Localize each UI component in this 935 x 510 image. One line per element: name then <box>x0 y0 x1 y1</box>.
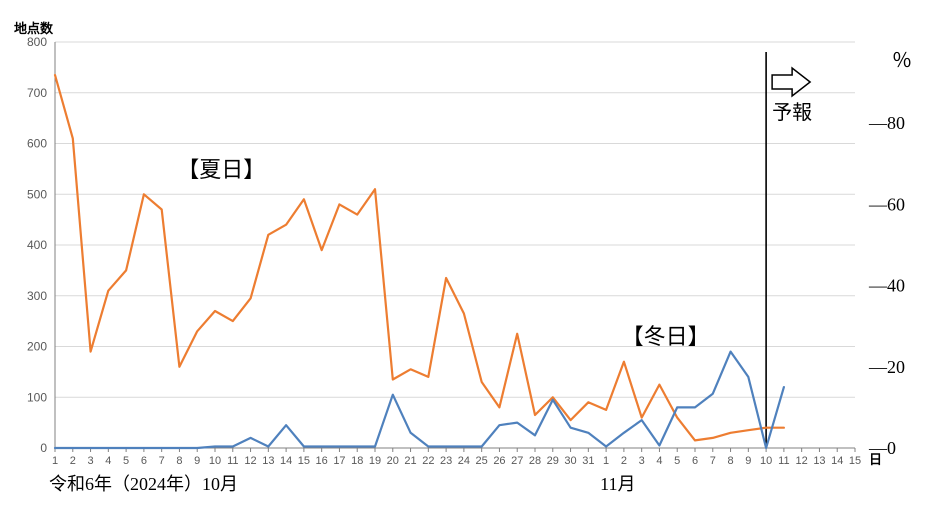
svg-text:26: 26 <box>493 455 505 467</box>
svg-text:15: 15 <box>849 455 861 467</box>
svg-text:12: 12 <box>244 455 256 467</box>
forecast-label: 予報 <box>772 96 812 125</box>
svg-text:4: 4 <box>656 455 662 467</box>
svg-text:―60: ―60 <box>868 194 905 214</box>
svg-text:24: 24 <box>458 455 470 467</box>
svg-text:9: 9 <box>745 455 751 467</box>
y-left-axis-title: 地点数 <box>14 18 53 37</box>
svg-text:1: 1 <box>52 455 58 467</box>
svg-text:6: 6 <box>692 455 698 467</box>
svg-text:9: 9 <box>194 455 200 467</box>
svg-text:23: 23 <box>440 455 452 467</box>
svg-text:21: 21 <box>404 455 416 467</box>
svg-text:17: 17 <box>333 455 345 467</box>
svg-text:8: 8 <box>727 455 733 467</box>
svg-text:2: 2 <box>70 455 76 467</box>
y-right-axis-title: ％ <box>892 44 912 73</box>
svg-text:300: 300 <box>27 289 47 303</box>
svg-text:100: 100 <box>27 390 47 404</box>
svg-text:800: 800 <box>27 35 47 49</box>
month-label: 令和6年（2024年）10月 <box>49 470 238 496</box>
svg-text:―80: ―80 <box>868 113 905 133</box>
svg-text:1: 1 <box>603 455 609 467</box>
svg-text:8: 8 <box>176 455 182 467</box>
svg-text:10: 10 <box>760 455 772 467</box>
svg-text:200: 200 <box>27 340 47 354</box>
svg-text:3: 3 <box>87 455 93 467</box>
svg-text:―40: ―40 <box>868 276 905 296</box>
svg-text:13: 13 <box>813 455 825 467</box>
svg-text:25: 25 <box>476 455 488 467</box>
svg-text:12: 12 <box>796 455 808 467</box>
svg-text:15: 15 <box>298 455 310 467</box>
svg-text:5: 5 <box>123 455 129 467</box>
svg-text:16: 16 <box>316 455 328 467</box>
svg-text:7: 7 <box>159 455 165 467</box>
chart-container: 地点数 ％ 0100200300400500600700800123456789… <box>0 0 935 510</box>
svg-text:―0: ―0 <box>868 438 896 458</box>
svg-text:20: 20 <box>387 455 399 467</box>
month-label: 11月 <box>600 470 635 496</box>
svg-text:0: 0 <box>40 441 47 455</box>
svg-text:600: 600 <box>27 137 47 151</box>
svg-text:11: 11 <box>227 455 238 467</box>
svg-text:13: 13 <box>262 455 274 467</box>
svg-text:10: 10 <box>209 455 221 467</box>
svg-text:7: 7 <box>710 455 716 467</box>
svg-text:30: 30 <box>564 455 576 467</box>
svg-text:19: 19 <box>369 455 381 467</box>
svg-text:3: 3 <box>639 455 645 467</box>
svg-text:22: 22 <box>422 455 434 467</box>
svg-text:14: 14 <box>831 455 843 467</box>
chart-svg: 0100200300400500600700800123456789101112… <box>0 0 935 510</box>
svg-text:18: 18 <box>351 455 363 467</box>
svg-text:6: 6 <box>141 455 147 467</box>
series-label-冬日: 【冬日】 <box>622 319 710 351</box>
svg-text:700: 700 <box>27 86 47 100</box>
svg-text:27: 27 <box>511 455 523 467</box>
svg-text:5: 5 <box>674 455 680 467</box>
svg-text:11: 11 <box>778 455 789 467</box>
svg-text:400: 400 <box>27 238 47 252</box>
svg-text:500: 500 <box>27 187 47 201</box>
svg-text:14: 14 <box>280 455 292 467</box>
svg-text:4: 4 <box>105 455 111 467</box>
series-label-夏日: 【夏日】 <box>177 152 265 184</box>
svg-text:31: 31 <box>582 455 594 467</box>
svg-text:2: 2 <box>621 455 627 467</box>
svg-text:―20: ―20 <box>868 357 905 377</box>
svg-text:28: 28 <box>529 455 541 467</box>
svg-text:29: 29 <box>547 455 559 467</box>
